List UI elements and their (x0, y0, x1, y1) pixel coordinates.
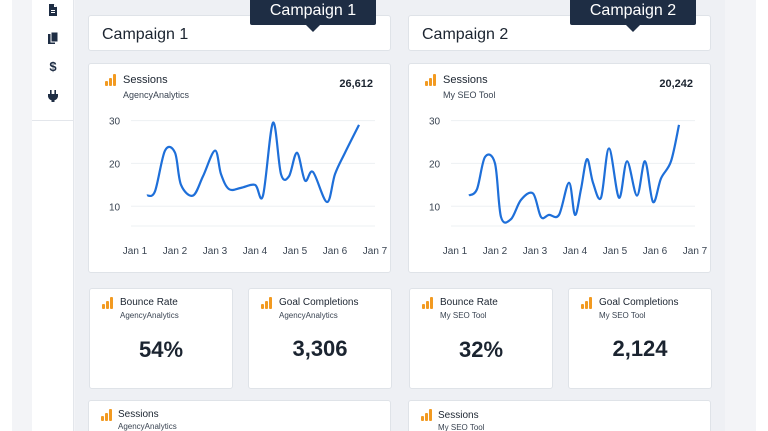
metric-name: Sessions (443, 74, 488, 86)
rail-divider (32, 120, 74, 121)
metric-name: Sessions (438, 410, 479, 421)
metric-value: 54% (138, 337, 184, 362)
bounce-rate-card: Bounce Rate AgencyAnalytics 54% (89, 288, 233, 389)
y-tick-label: 30 (109, 117, 121, 128)
tooltip-arrow (306, 25, 320, 32)
metric-value: 32% (458, 337, 504, 362)
sessions-line-chart: 10 20 30 Jan 1 Jan 2 Jan 3 Jan 4 Jan 5 Jan 6 Jan … (109, 117, 388, 257)
sessions-footer-card: Sessions AgencyAnalytics (88, 400, 391, 431)
bounce-rate-card: Bounce Rate My SEO Tool 32% (409, 288, 553, 389)
metric-name: Bounce Rate (440, 297, 498, 308)
metric-name: Sessions (123, 74, 168, 86)
analytics-bars-icon (421, 409, 433, 421)
x-tick-label: Jan 5 (603, 246, 628, 257)
y-tick-label: 20 (109, 159, 121, 170)
plug-icon[interactable] (45, 88, 61, 104)
series-line (468, 124, 681, 224)
pages-icon[interactable] (45, 30, 61, 46)
x-tick-label: Jan 7 (683, 246, 708, 257)
y-tick-label: 30 (429, 117, 441, 128)
analytics-bars-icon (102, 297, 114, 309)
analytics-bars-icon (425, 74, 437, 86)
y-tick-label: 20 (429, 159, 441, 170)
metric-source: AgencyAnalytics (118, 422, 177, 431)
sessions-chart-card: Sessions My SEO Tool 20,242 10 20 30 Jan 1 J… (408, 63, 711, 273)
metric-name: Sessions (118, 409, 159, 420)
analytics-bars-icon (261, 297, 273, 309)
metric-total: 20,242 (659, 78, 693, 90)
dollar-icon[interactable]: $ (45, 58, 61, 74)
x-tick-label: Jan 4 (243, 246, 268, 257)
x-tick-label: Jan 6 (643, 246, 668, 257)
metric-name: Goal Completions (599, 297, 679, 308)
tooltip-label: Campaign 2 (589, 2, 677, 19)
metric-name: Bounce Rate (120, 297, 178, 308)
x-tick-label: Jan 4 (563, 246, 588, 257)
series-line (146, 121, 360, 204)
metric-source: AgencyAnalytics (120, 311, 179, 320)
x-tick-label: Jan 3 (523, 246, 548, 257)
campaign-1-tooltip: Campaign 1 (250, 0, 376, 32)
metric-value: 3,306 (292, 336, 348, 361)
analytics-bars-icon (105, 74, 117, 86)
metric-source: My SEO Tool (443, 90, 496, 100)
x-tick-label: Jan 1 (443, 246, 468, 257)
icon-rail: $ (32, 0, 74, 431)
x-tick-label: Jan 3 (203, 246, 228, 257)
x-tick-label: Jan 6 (323, 246, 348, 257)
analytics-bars-icon (422, 297, 434, 309)
goal-completions-card: Goal Completions AgencyAnalytics 3,306 (248, 288, 392, 389)
metric-source: AgencyAnalytics (279, 311, 338, 320)
metric-source: AgencyAnalytics (123, 90, 190, 100)
campaign-2-tooltip: Campaign 2 (570, 0, 696, 32)
x-tick-label: Jan 2 (483, 246, 508, 257)
campaign-title: Campaign 1 (102, 26, 189, 43)
goal-completions-card: Goal Completions My SEO Tool 2,124 (568, 288, 712, 389)
metric-name: Goal Completions (279, 297, 359, 308)
metric-value: 2,124 (612, 336, 668, 361)
tooltip-label: Campaign 1 (269, 2, 357, 19)
analytics-bars-icon (581, 297, 593, 309)
document-icon[interactable] (45, 2, 61, 18)
x-tick-label: Jan 1 (123, 246, 148, 257)
metric-source: My SEO Tool (440, 311, 487, 320)
metric-source: My SEO Tool (438, 423, 485, 431)
y-tick-label: 10 (109, 202, 121, 213)
campaign-title: Campaign 2 (422, 26, 509, 43)
y-tick-label: 10 (429, 202, 441, 213)
metric-source: My SEO Tool (599, 311, 646, 320)
sessions-line-chart: 10 20 30 Jan 1 Jan 2 Jan 3 Jan 4 Jan 5 Jan 6 Jan … (429, 117, 708, 257)
x-tick-label: Jan 7 (363, 246, 388, 257)
x-tick-label: Jan 5 (283, 246, 308, 257)
sessions-footer-card: Sessions My SEO Tool (408, 400, 711, 431)
tooltip-arrow (626, 25, 640, 32)
metric-total: 26,612 (339, 78, 373, 90)
x-tick-label: Jan 2 (163, 246, 188, 257)
svg-text:$: $ (49, 59, 57, 73)
analytics-bars-icon (101, 409, 113, 421)
sessions-chart-card: Sessions AgencyAnalytics 26,612 10 20 30 Ja… (88, 63, 391, 273)
